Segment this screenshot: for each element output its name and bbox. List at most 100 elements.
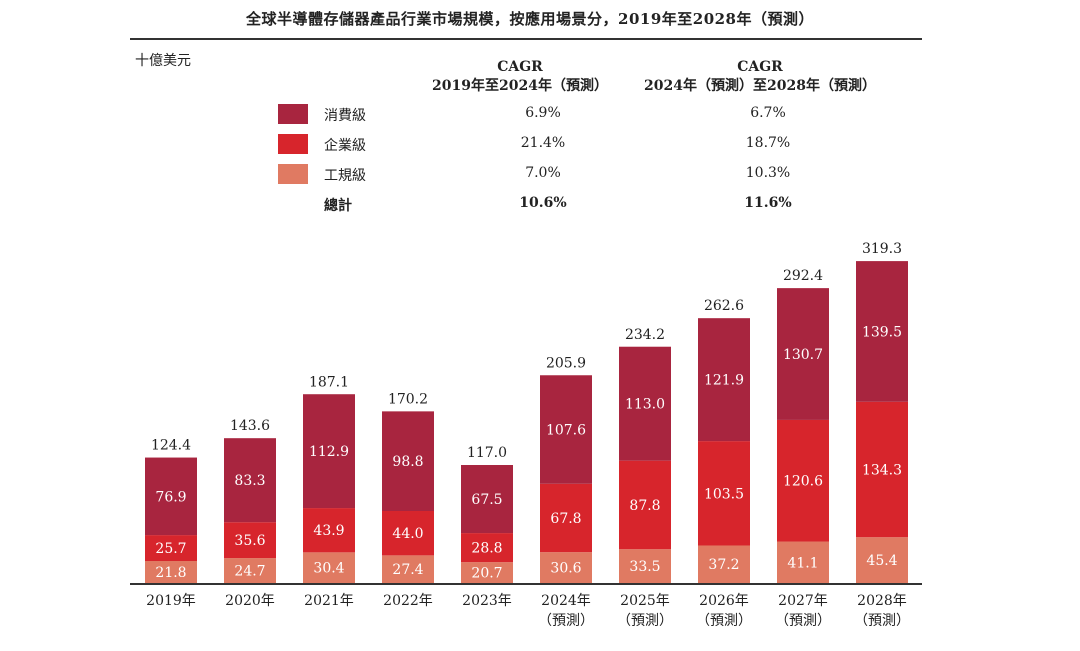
- bar-segment-industrial-1: [224, 558, 276, 583]
- data-label-industrial-1: 24.7: [234, 564, 265, 580]
- bar-segment-industrial-9: [856, 537, 908, 583]
- x-tick-label-8: 2027年: [778, 593, 828, 609]
- cagr-header-2-line1: CAGR: [737, 59, 783, 75]
- total-label-4: 117.0: [467, 445, 507, 461]
- legend-cagr2-industrial: 10.3%: [745, 165, 791, 181]
- legend-swatch-enterprise: [278, 134, 308, 154]
- data-label-industrial-0: 21.8: [155, 565, 186, 581]
- legend-cagr1-total: 10.6%: [519, 195, 567, 211]
- total-label-6: 234.2: [625, 327, 665, 343]
- cagr-header-1-line1: CAGR: [497, 59, 543, 75]
- total-label-2: 187.1: [309, 374, 349, 390]
- bar-segment-industrial-0: [145, 561, 197, 583]
- data-label-enterprise-6: 87.8: [629, 498, 660, 514]
- chart-title: 全球半導體存儲器產品行業市場規模，按應用場景分，2019年至2028年（預測）: [246, 10, 814, 28]
- total-label-7: 262.6: [704, 298, 744, 314]
- bar-segment-industrial-2: [303, 552, 355, 583]
- data-label-consumer-3: 98.8: [392, 454, 423, 470]
- legend-cagr1-industrial: 7.0%: [525, 165, 561, 181]
- bar-segment-consumer-6: [619, 346, 671, 461]
- x-tick-label-6: 2025年: [620, 593, 670, 609]
- bar-segment-industrial-8: [777, 541, 829, 583]
- data-label-industrial-2: 30.4: [313, 561, 344, 577]
- data-label-consumer-4: 67.5: [471, 492, 502, 508]
- x-tick-label-9: 2028年: [857, 593, 907, 609]
- data-label-consumer-9: 139.5: [862, 324, 902, 340]
- x-tick-label-0: 2019年: [146, 593, 196, 609]
- x-tick-label-7-sub: （預測）: [696, 613, 752, 629]
- total-label-0: 124.4: [151, 438, 191, 454]
- legend-label-total: 總計: [324, 198, 352, 214]
- bar-segment-consumer-3: [382, 411, 434, 511]
- legend-label-industrial: 工規級: [324, 168, 366, 184]
- data-label-consumer-2: 112.9: [309, 444, 349, 460]
- legend-cagr2-enterprise: 18.7%: [745, 135, 791, 151]
- bar-segment-industrial-5: [540, 552, 592, 583]
- bar-segment-consumer-4: [461, 465, 513, 534]
- data-label-industrial-3: 27.4: [392, 562, 423, 578]
- data-label-enterprise-2: 43.9: [313, 523, 344, 539]
- data-label-industrial-4: 20.7: [471, 566, 502, 582]
- bar-segment-enterprise-2: [303, 508, 355, 553]
- data-label-consumer-8: 130.7: [783, 347, 823, 363]
- bar-segment-industrial-4: [461, 562, 513, 583]
- legend-label-enterprise: 企業級: [324, 138, 366, 154]
- bar-segment-consumer-0: [145, 457, 197, 536]
- data-label-consumer-1: 83.3: [234, 473, 265, 489]
- legend-cagr1-enterprise: 21.4%: [520, 135, 566, 151]
- bar-segment-industrial-3: [382, 555, 434, 583]
- bar-segment-industrial-7: [698, 545, 750, 583]
- unit-label: 十億美元: [135, 53, 191, 69]
- data-label-enterprise-7: 103.5: [704, 486, 744, 502]
- x-tick-label-2: 2021年: [304, 593, 354, 609]
- data-label-enterprise-5: 67.8: [550, 511, 581, 527]
- cagr-header-2: CAGR 2024年（預測）至2028年（預測）: [630, 58, 890, 96]
- total-label-1: 143.6: [230, 418, 270, 434]
- total-label-8: 292.4: [783, 268, 823, 284]
- x-tick-label-5: 2024年: [541, 593, 591, 609]
- legend-swatch-industrial: [278, 164, 308, 184]
- data-label-enterprise-4: 28.8: [471, 541, 502, 557]
- data-label-consumer-5: 107.6: [546, 423, 586, 439]
- cagr-header-1: CAGR 2019年至2024年（預測）: [420, 58, 620, 96]
- bar-segment-consumer-8: [777, 288, 829, 420]
- bar-segment-consumer-9: [856, 261, 908, 402]
- data-label-enterprise-1: 35.6: [234, 533, 265, 549]
- bar-segment-consumer-7: [698, 318, 750, 442]
- x-tick-label-9-sub: （預測）: [854, 613, 910, 629]
- data-label-consumer-0: 76.9: [155, 489, 186, 505]
- legend-cagr2-consumer: 6.7%: [750, 105, 786, 121]
- data-label-industrial-5: 30.6: [550, 561, 581, 577]
- total-label-5: 205.9: [546, 355, 586, 371]
- x-tick-label-8-sub: （預測）: [775, 613, 831, 629]
- legend-cagr1-consumer: 6.9%: [525, 105, 561, 121]
- legend-cagr2-total: 11.6%: [744, 195, 792, 211]
- title-rule: [130, 38, 922, 40]
- bar-segment-consumer-1: [224, 438, 276, 523]
- bar-segment-enterprise-7: [698, 441, 750, 546]
- bar-segment-enterprise-0: [145, 535, 197, 562]
- bar-segment-enterprise-5: [540, 483, 592, 553]
- x-tick-label-4: 2023年: [462, 593, 512, 609]
- cagr-header-2-line2: 2024年（預測）至2028年（預測）: [644, 78, 876, 94]
- x-tick-label-3: 2022年: [383, 593, 433, 609]
- x-tick-label-1: 2020年: [225, 593, 275, 609]
- data-label-industrial-8: 41.1: [787, 555, 818, 571]
- data-label-enterprise-8: 120.6: [783, 474, 823, 490]
- data-label-enterprise-3: 44.0: [392, 526, 423, 542]
- bar-segment-enterprise-6: [619, 460, 671, 550]
- data-label-industrial-9: 45.4: [866, 553, 897, 569]
- cagr-header-1-line2: 2019年至2024年（預測）: [432, 78, 608, 94]
- legend-swatch-consumer: [278, 104, 308, 124]
- bar-segment-enterprise-9: [856, 401, 908, 538]
- bar-segment-enterprise-3: [382, 510, 434, 556]
- bar-segment-enterprise-1: [224, 522, 276, 559]
- legend-label-consumer: 消費級: [324, 108, 366, 124]
- x-tick-label-5-sub: （預測）: [538, 613, 594, 629]
- total-label-3: 170.2: [388, 391, 428, 407]
- bar-segment-consumer-5: [540, 375, 592, 484]
- bar-segment-industrial-6: [619, 549, 671, 583]
- data-label-consumer-6: 113.0: [625, 397, 665, 413]
- x-tick-label-7: 2026年: [699, 593, 749, 609]
